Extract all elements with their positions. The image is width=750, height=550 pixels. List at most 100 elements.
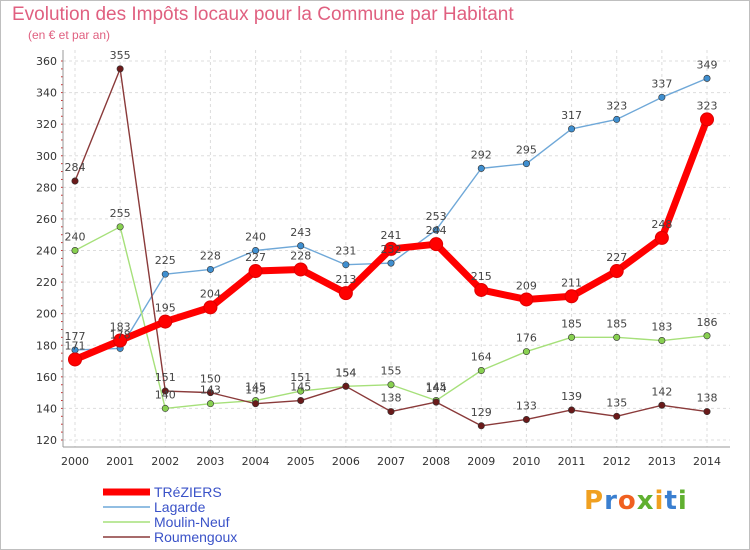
y-tick-label: 360 bbox=[36, 55, 57, 68]
data-label: 154 bbox=[335, 366, 356, 379]
data-label: 129 bbox=[471, 406, 492, 419]
data-point bbox=[477, 422, 485, 430]
data-label: 143 bbox=[200, 384, 221, 397]
x-tick-label: 2003 bbox=[196, 455, 224, 468]
y-tick-label: 200 bbox=[36, 308, 57, 321]
data-point bbox=[519, 292, 534, 307]
data-label: 227 bbox=[606, 251, 627, 264]
data-label: 244 bbox=[426, 224, 447, 237]
data-point bbox=[658, 337, 666, 345]
x-tick-label: 2010 bbox=[512, 455, 540, 468]
y-tick-label: 280 bbox=[36, 181, 57, 194]
y-tick-label: 300 bbox=[36, 150, 57, 163]
data-point bbox=[564, 289, 579, 304]
data-point bbox=[432, 226, 440, 234]
data-label: 355 bbox=[110, 49, 131, 62]
chart-subtitle: (en € et par an) bbox=[28, 28, 111, 42]
data-label: 171 bbox=[65, 339, 86, 352]
data-point bbox=[161, 387, 169, 395]
data-point bbox=[113, 333, 128, 348]
axes: 120 140 160 180 200 220 240 260 280 300 320 340 360 2… bbox=[36, 50, 730, 468]
data-label: 151 bbox=[155, 371, 176, 384]
y-tick-label: 240 bbox=[36, 245, 57, 258]
data-label: 145 bbox=[290, 381, 311, 394]
data-label: 142 bbox=[651, 385, 672, 398]
data-label: 186 bbox=[697, 316, 718, 329]
data-label: 145 bbox=[426, 381, 447, 394]
data-label: 213 bbox=[335, 273, 356, 286]
data-label: 176 bbox=[516, 332, 537, 345]
data-label: 183 bbox=[110, 321, 131, 334]
x-tick-label: 2011 bbox=[558, 455, 586, 468]
data-label: 195 bbox=[155, 302, 176, 315]
logo-letter: o bbox=[617, 486, 637, 516]
x-tick-label: 2013 bbox=[648, 455, 676, 468]
data-label: 138 bbox=[381, 392, 402, 405]
data-point bbox=[658, 401, 666, 409]
data-point bbox=[703, 408, 711, 416]
x-tick-label: 2009 bbox=[467, 455, 495, 468]
data-label: 150 bbox=[200, 373, 221, 386]
data-point bbox=[568, 406, 576, 414]
data-point bbox=[158, 314, 173, 329]
data-point bbox=[342, 382, 350, 390]
logo-letter: r bbox=[604, 486, 618, 516]
data-label: 139 bbox=[561, 390, 582, 403]
data-point bbox=[206, 400, 214, 408]
x-tick-label: 2001 bbox=[106, 455, 134, 468]
data-label: 240 bbox=[245, 231, 266, 244]
data-point bbox=[522, 348, 530, 356]
data-point bbox=[387, 408, 395, 416]
legend-label: Roumengoux bbox=[154, 529, 237, 545]
data-label: 243 bbox=[290, 226, 311, 239]
data-label: 204 bbox=[200, 287, 221, 300]
series bbox=[68, 65, 714, 430]
data-point bbox=[387, 381, 395, 389]
y-tick-label: 140 bbox=[36, 402, 57, 415]
data-label: 151 bbox=[290, 371, 311, 384]
data-point bbox=[703, 332, 711, 340]
data-label: 253 bbox=[426, 210, 447, 223]
data-point bbox=[522, 415, 530, 423]
data-label: 317 bbox=[561, 109, 582, 122]
data-point bbox=[293, 262, 308, 277]
data-label: 284 bbox=[65, 161, 86, 174]
data-point bbox=[338, 286, 353, 301]
chart-title: Evolution des Impôts locaux pour la Comm… bbox=[12, 4, 514, 25]
data-point bbox=[71, 177, 79, 185]
logo-letter: t bbox=[664, 486, 678, 516]
data-label: 144 bbox=[426, 382, 447, 395]
data-label: 323 bbox=[697, 99, 718, 112]
data-label: 183 bbox=[651, 321, 672, 334]
data-label: 155 bbox=[381, 365, 402, 378]
y-tick-label: 120 bbox=[36, 434, 57, 447]
data-point bbox=[206, 389, 214, 397]
data-point bbox=[432, 398, 440, 406]
data-label: 241 bbox=[381, 229, 402, 242]
data-label: 349 bbox=[697, 58, 718, 71]
data-label: 232 bbox=[381, 243, 402, 256]
data-label: 177 bbox=[65, 330, 86, 343]
data-label: 231 bbox=[335, 245, 356, 258]
x-tick-label: 2004 bbox=[242, 455, 270, 468]
data-point bbox=[252, 400, 260, 408]
data-label: 225 bbox=[155, 254, 176, 267]
data-label: 154 bbox=[335, 366, 356, 379]
y-tick-label: 320 bbox=[36, 118, 57, 131]
logo-letter: P bbox=[584, 486, 605, 516]
data-point bbox=[248, 264, 263, 279]
data-point bbox=[613, 115, 621, 123]
data-point bbox=[568, 125, 576, 133]
x-tick-label: 2006 bbox=[332, 455, 360, 468]
data-point bbox=[700, 112, 714, 127]
legend-label: Lagarde bbox=[154, 499, 206, 515]
data-point bbox=[613, 412, 621, 420]
proxiti-logo: Proxiti bbox=[584, 486, 688, 516]
logo-letter: i bbox=[677, 486, 688, 516]
data-point bbox=[116, 65, 124, 73]
data-label: 337 bbox=[651, 77, 672, 90]
y-tick-label: 340 bbox=[36, 87, 57, 100]
data-label: 211 bbox=[561, 276, 582, 289]
